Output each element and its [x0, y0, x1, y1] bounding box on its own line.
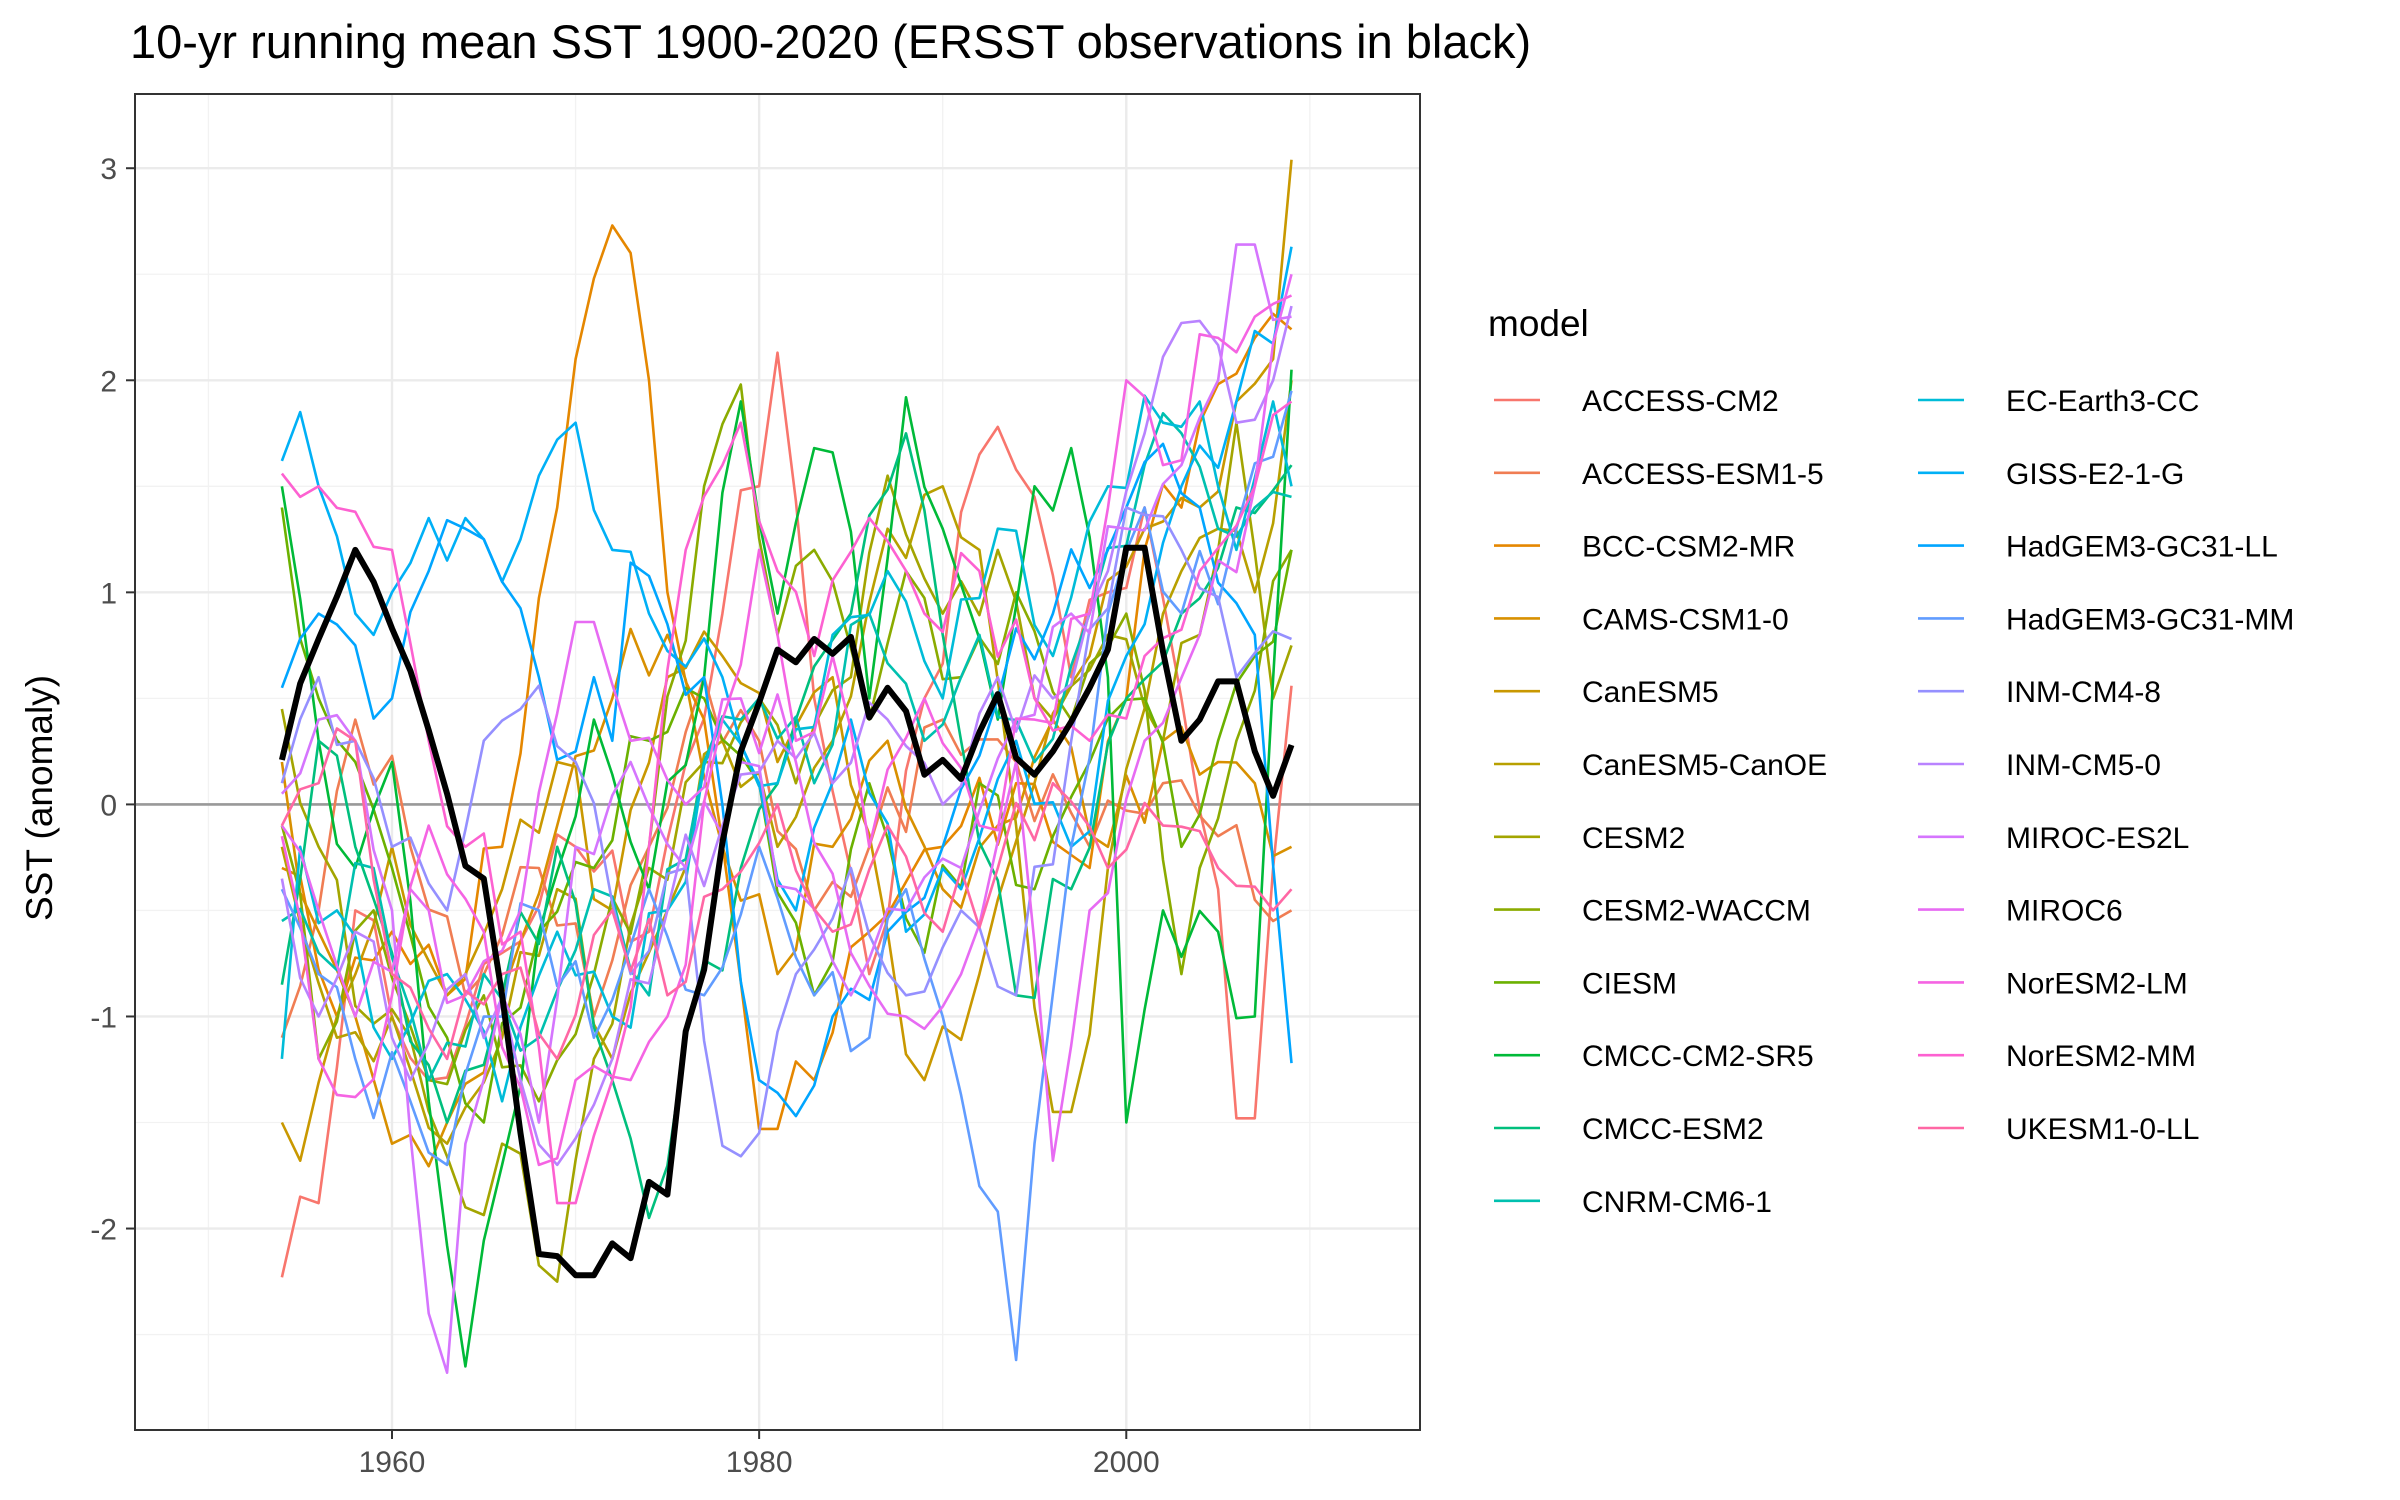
legend-item: NorESM2-LM: [1918, 967, 2188, 1000]
plot-panel: [134, 93, 1421, 1431]
legend-label: BCC-CSM2-MR: [1582, 531, 1795, 564]
series-line: [280, 506, 1293, 1158]
legend-item: HadGEM3-GC31-LL: [1918, 531, 2278, 564]
legend-title: model: [1488, 303, 1589, 344]
legend-item: ACCESS-CM2: [1494, 385, 1779, 418]
legend-item: GISS-E2-1-G: [1918, 458, 2184, 491]
legend-item: INM-CM4-8: [1918, 676, 2161, 709]
legend-label: ACCESS-ESM1-5: [1582, 458, 1824, 491]
legend-label: CESM2-WACCM: [1582, 895, 1811, 928]
series-line: [280, 394, 1293, 1103]
x-tick-label: 1980: [726, 1446, 793, 1479]
chart-title: 10-yr running mean SST 1900-2020 (ERSST …: [130, 15, 1531, 68]
legend-label: INM-CM5-0: [2006, 749, 2161, 782]
y-tick-label: 2: [100, 365, 117, 398]
legend-label: UKESM1-0-LL: [2006, 1113, 2199, 1146]
series-line: [280, 380, 1293, 1145]
legend-label: CMCC-ESM2: [1582, 1113, 1764, 1146]
legend-item: NorESM2-MM: [1918, 1040, 2196, 1073]
y-tick-label: 1: [100, 577, 117, 610]
legend-item: CAMS-CSM1-0: [1494, 603, 1789, 636]
observation-line-layer: [278, 544, 1295, 1279]
legend-label: HadGEM3-GC31-LL: [2006, 531, 2278, 564]
observations-line: [278, 544, 1295, 1279]
legend-item: MIROC-ES2L: [1918, 822, 2189, 855]
series-line: [280, 273, 1293, 1162]
series-line: [280, 243, 1292, 1374]
series-line: [280, 442, 1293, 1118]
legend-label: GISS-E2-1-G: [2006, 458, 2184, 491]
legend-label: MIROC6: [2006, 895, 2123, 928]
series-line: [280, 246, 1293, 933]
legend-item: CESM2-WACCM: [1494, 895, 1811, 928]
x-axis: 1960 1980 2000: [359, 1430, 1160, 1479]
series-line: [280, 400, 1293, 1205]
legend-label: CanESM5: [1582, 676, 1719, 709]
series-line: [280, 305, 1293, 1167]
legend-label: CMCC-CM2-SR5: [1582, 1040, 1814, 1073]
legend-label: NorESM2-LM: [2006, 967, 2188, 1000]
legend-item: EC-Earth3-CC: [1918, 385, 2199, 418]
grid-layer: [135, 94, 1420, 1430]
legend-label: ACCESS-CM2: [1582, 385, 1779, 418]
y-tick-label: -1: [90, 1001, 117, 1034]
legend-label: CNRM-CM6-1: [1582, 1186, 1772, 1219]
legend-label: CESM2: [1582, 822, 1685, 855]
legend-label: CAMS-CSM1-0: [1582, 603, 1789, 636]
legend-label: NorESM2-MM: [2006, 1040, 2196, 1073]
legend-item: CNRM-CM6-1: [1494, 1186, 1772, 1219]
legend: model ACCESS-CM2 ACCESS-ESM1-5 BCC-CSM2-MR…: [1488, 303, 2294, 1219]
legend-label: EC-Earth3-CC: [2006, 385, 2199, 418]
legend-item: INM-CM5-0: [1918, 749, 2161, 782]
x-tick-label: 2000: [1093, 1446, 1160, 1479]
series-line: [280, 432, 1293, 1220]
legend-item: ACCESS-ESM1-5: [1494, 458, 1824, 491]
series-line: [280, 383, 1293, 1103]
y-tick-label: 0: [100, 789, 117, 822]
legend-item: MIROC6: [1918, 895, 2123, 928]
legend-label: HadGEM3-GC31-MM: [2006, 603, 2294, 636]
y-axis-label: SST (anomaly): [19, 675, 60, 921]
legend-item: CESM2: [1494, 822, 1685, 855]
series-line: [280, 727, 1293, 1061]
legend-item: UKESM1-0-LL: [1918, 1113, 2199, 1146]
legend-label: INM-CM4-8: [2006, 676, 2161, 709]
legend-label: CIESM: [1582, 967, 1677, 1000]
x-tick-label: 1960: [359, 1446, 426, 1479]
legend-item: CanESM5-CanOE: [1494, 749, 1827, 782]
series-line: [280, 369, 1293, 1368]
legend-item: CMCC-ESM2: [1494, 1113, 1764, 1146]
legend-item: HadGEM3-GC31-MM: [1918, 603, 2294, 636]
panel-border: [134, 93, 1421, 1431]
legend-items: ACCESS-CM2 ACCESS-ESM1-5 BCC-CSM2-MR CAMS-C…: [1494, 385, 2294, 1219]
legend-label: MIROC-ES2L: [2006, 822, 2189, 855]
legend-item: CMCC-CM2-SR5: [1494, 1040, 1814, 1073]
legend-item: CanESM5: [1494, 676, 1719, 709]
y-tick-label: 3: [100, 153, 117, 186]
legend-item: BCC-CSM2-MR: [1494, 531, 1795, 564]
series-line: [280, 351, 1293, 1278]
y-axis: -2 -1 0 1 2 3: [90, 153, 135, 1247]
legend-item: CIESM: [1494, 967, 1677, 1000]
series-line: [280, 294, 1293, 1167]
y-tick-label: -2: [90, 1214, 117, 1247]
legend-label: CanESM5-CanOE: [1582, 749, 1827, 782]
